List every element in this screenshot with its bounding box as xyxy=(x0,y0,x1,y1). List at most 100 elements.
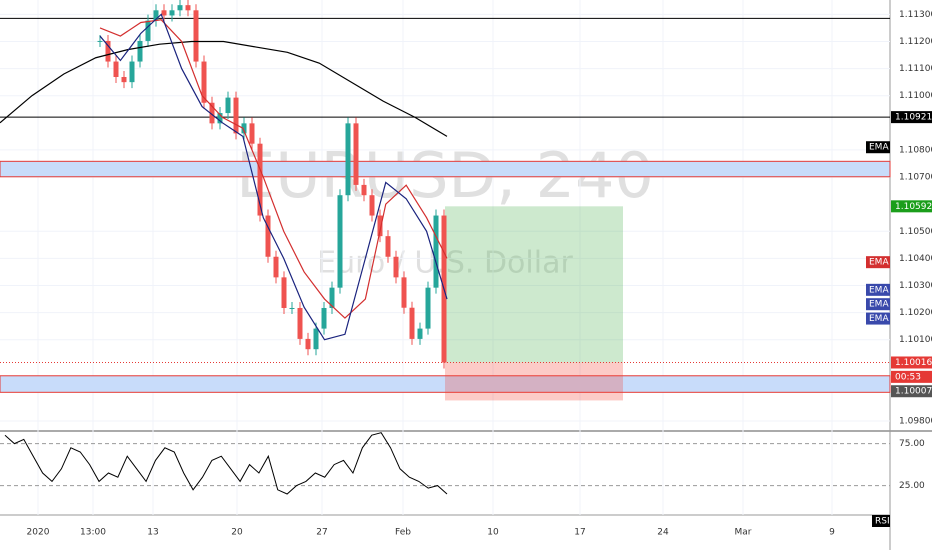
time-tick-label: 13 xyxy=(147,528,158,538)
candle xyxy=(305,338,311,350)
candle xyxy=(129,61,135,83)
time-tick-label: 13:00 xyxy=(80,528,106,538)
ema-line xyxy=(99,13,448,341)
candle xyxy=(409,307,415,339)
price-tick-label: 1.11000 xyxy=(899,91,932,101)
candle xyxy=(401,277,407,308)
candle xyxy=(121,76,127,83)
price-tick-label: 1.10700 xyxy=(899,173,932,183)
time-tick-label: 20 xyxy=(231,528,243,538)
price-tick-label: 1.10500 xyxy=(899,227,932,237)
price-tick-label: 1.10800 xyxy=(899,145,932,155)
time-tick-label: 24 xyxy=(657,528,669,538)
price-tag xyxy=(891,111,932,124)
price-tick-label: 1.09800 xyxy=(899,417,932,427)
price-tag-label: EMA xyxy=(869,285,889,295)
candle xyxy=(369,195,375,216)
candle xyxy=(193,10,199,62)
candle xyxy=(297,307,303,339)
price-tick-label: 1.10400 xyxy=(899,254,932,264)
rsi-tick-label: 25.00 xyxy=(899,481,925,491)
candle xyxy=(393,256,399,278)
candle xyxy=(217,113,223,124)
candle xyxy=(289,307,295,309)
price-tick-label: 1.10200 xyxy=(899,308,932,318)
candle xyxy=(153,10,159,21)
candle xyxy=(161,10,167,16)
price-tag xyxy=(891,385,932,398)
price-tag-label: EMA xyxy=(869,314,889,324)
candle xyxy=(257,143,263,216)
time-tick-label: Feb xyxy=(395,528,411,538)
price-tag-label: EMA xyxy=(869,300,889,310)
candle xyxy=(321,307,327,329)
price-tick-label: 1.10100 xyxy=(899,335,932,345)
ema-line xyxy=(99,19,448,319)
zone xyxy=(0,160,891,178)
price-tag-label: 1.10016 xyxy=(895,358,932,368)
candle xyxy=(273,256,279,278)
stop-zone xyxy=(445,362,623,401)
candle xyxy=(281,277,287,308)
candle xyxy=(185,5,191,11)
candle xyxy=(225,97,231,114)
rsi-tag xyxy=(872,515,890,527)
candle xyxy=(177,5,183,11)
price-tick-label: 1.11200 xyxy=(899,37,932,47)
candle xyxy=(105,40,111,62)
candle xyxy=(417,328,423,339)
price-tag xyxy=(866,283,890,296)
candle xyxy=(233,97,239,134)
candle xyxy=(241,123,247,134)
price-tick-label: 1.10300 xyxy=(899,281,932,291)
price-tag xyxy=(866,256,890,269)
time-tick-label: Mar xyxy=(735,528,752,538)
candle xyxy=(169,10,175,16)
candle xyxy=(425,287,431,329)
time-tick-label: 2020 xyxy=(27,528,50,538)
price-tag-label: EMA xyxy=(869,143,889,153)
price-tag xyxy=(891,370,932,383)
candle xyxy=(97,40,103,42)
price-tag-label: EMA xyxy=(869,258,889,268)
candle xyxy=(145,20,151,41)
candle xyxy=(337,195,343,288)
candle xyxy=(345,123,351,196)
price-tag xyxy=(891,356,932,369)
candle xyxy=(249,123,255,144)
rsi-tick-label: 75.00 xyxy=(899,439,925,449)
price-tag-label: 1.10592 xyxy=(895,202,932,212)
price-tick-label: 1.11100 xyxy=(899,64,932,74)
candle xyxy=(361,184,367,196)
price-tag-label: 1.10007 xyxy=(895,387,932,397)
time-tick-label: 10 xyxy=(487,528,499,538)
candle xyxy=(113,61,119,77)
time-tick-label: 17 xyxy=(574,528,585,538)
price-tag xyxy=(866,312,890,325)
candle xyxy=(329,287,335,308)
candle xyxy=(385,236,391,257)
time-tick-label: 27 xyxy=(316,528,327,538)
candle xyxy=(353,123,359,185)
ema-line xyxy=(0,40,448,137)
candle xyxy=(377,215,383,237)
rsi-line xyxy=(4,432,448,495)
price-tag-label: 1.10921 xyxy=(895,113,932,123)
candle xyxy=(201,61,207,103)
candle xyxy=(209,102,215,124)
price-tag xyxy=(866,141,890,154)
candle xyxy=(137,40,143,62)
candle xyxy=(433,215,439,288)
price-tag-label: 00:53 xyxy=(895,372,921,382)
zone xyxy=(0,375,891,393)
rsi-tag-label: RSI xyxy=(875,517,890,527)
candle xyxy=(265,215,271,257)
target-zone xyxy=(445,206,623,363)
price-tag xyxy=(866,298,890,311)
price-tick-label: 1.11300 xyxy=(899,10,932,20)
candle xyxy=(313,328,319,350)
time-tick-label: 9 xyxy=(829,528,835,538)
price-tag xyxy=(891,200,932,213)
